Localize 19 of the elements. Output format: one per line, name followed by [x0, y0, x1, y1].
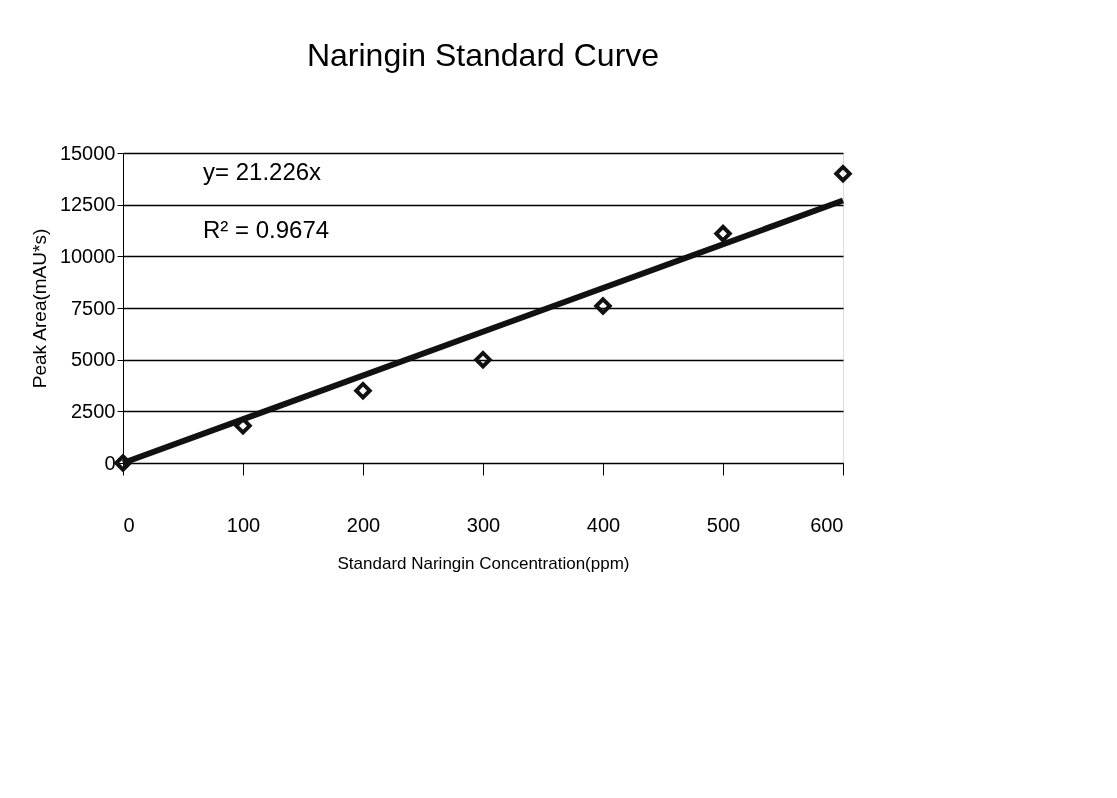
annotation: y= 21.226x [203, 158, 322, 185]
x-tick-label: 0 [123, 513, 135, 536]
chart-title: Naringin Standard Curve [306, 37, 660, 73]
y-tick-label: 0 [104, 451, 116, 474]
y-tick-label: 5000 [71, 348, 116, 371]
x-tick-label: 400 [586, 513, 621, 536]
y-tick-label: 2500 [71, 399, 116, 422]
x-tick-label: 500 [706, 513, 741, 536]
y-tick-label: 10000 [59, 244, 116, 267]
x-tick-label: 200 [346, 513, 381, 536]
annotation: R² = 0.9674 [203, 216, 330, 243]
x-tick-label: 600 [810, 513, 844, 536]
x-axis-title: Standard Naringin Concentration(ppm) [337, 553, 630, 573]
y-tick-label: 12500 [59, 193, 116, 216]
y-axis-title: Peak Area(mAU*s) [28, 228, 50, 389]
x-tick-label: 300 [466, 513, 501, 536]
y-tick-label: 7500 [71, 296, 116, 319]
y-tick-label: 15000 [59, 141, 116, 164]
x-tick-label: 100 [226, 513, 261, 536]
